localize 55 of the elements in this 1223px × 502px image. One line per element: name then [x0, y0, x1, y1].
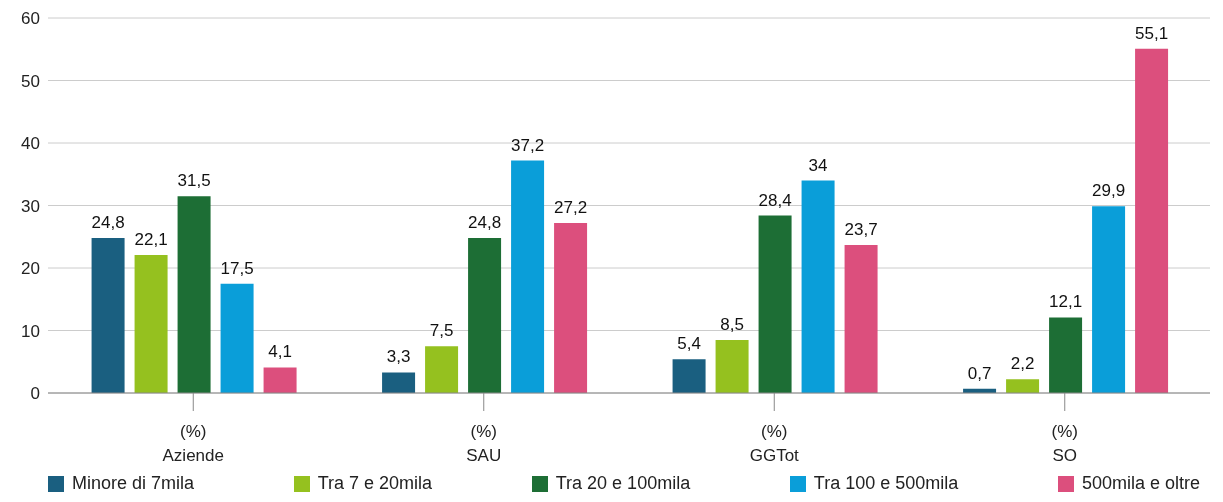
y-tick-label: 20	[21, 259, 40, 279]
bar	[1135, 48, 1169, 393]
data-label: 31,5	[177, 171, 211, 191]
legend-label: Tra 100 e 500mila	[812, 473, 959, 494]
bar	[1049, 317, 1083, 393]
bar	[382, 372, 416, 393]
bar	[134, 254, 168, 393]
bar	[672, 359, 706, 393]
bar	[554, 223, 588, 393]
data-label: 23,7	[844, 219, 878, 239]
legend-label: Tra 7 e 20mila	[316, 473, 433, 494]
y-tick-label: 0	[30, 384, 40, 404]
data-label: 0,7	[967, 363, 992, 383]
x-tick-label: (%) Aziende	[162, 422, 224, 465]
y-tick-label: 40	[21, 134, 40, 154]
data-label: 17,5	[220, 258, 254, 278]
data-label: 7,5	[429, 321, 454, 341]
bar	[220, 283, 254, 393]
y-tick-label: 10	[21, 321, 40, 341]
legend-label: Minore di 7mila	[71, 473, 195, 494]
y-tick-label: 50	[21, 71, 40, 91]
x-tick-label: (%) SO	[1051, 422, 1078, 465]
data-label: 2,2	[1010, 354, 1035, 374]
data-label: 24,8	[91, 213, 125, 232]
bar	[758, 215, 792, 393]
data-label: 27,2	[554, 198, 588, 217]
data-label: 8,5	[720, 314, 744, 334]
data-label: 3,3	[386, 347, 411, 367]
data-label: 22,1	[134, 229, 168, 249]
bar	[468, 238, 502, 393]
bar	[1006, 379, 1040, 393]
bar	[425, 346, 459, 393]
bar	[511, 160, 545, 393]
legend-label: Tra 20 e 100mila	[554, 473, 691, 494]
legend-label: 500mila e oltre	[1080, 473, 1200, 494]
y-tick-label: 60	[21, 9, 40, 29]
data-label: 55,1	[1135, 23, 1169, 43]
data-label: 34	[808, 155, 828, 175]
x-tick-label: (%) SAU	[466, 422, 502, 465]
y-tick-label: 30	[21, 196, 40, 216]
data-label: 29,9	[1092, 181, 1126, 201]
data-label: 5,4	[677, 334, 701, 354]
data-label: 12,1	[1049, 292, 1083, 312]
data-label: 37,2	[511, 135, 545, 155]
data-label: 28,4	[758, 190, 792, 210]
bar	[1092, 206, 1126, 393]
data-label: 4,1	[268, 342, 292, 362]
x-tick-label: (%) GGTot	[749, 422, 800, 465]
bar	[715, 339, 749, 393]
bar	[844, 244, 878, 393]
data-label: 24,8	[468, 213, 502, 232]
bar	[91, 238, 125, 393]
bar	[177, 196, 211, 393]
bar	[801, 180, 835, 393]
bar	[263, 367, 297, 393]
